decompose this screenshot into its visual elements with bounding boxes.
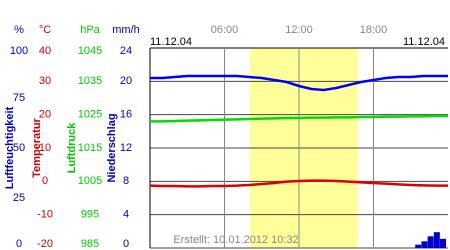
x-tick-label: 06:00 xyxy=(211,24,239,36)
precip-bar xyxy=(433,232,440,248)
axis-unit: % xyxy=(14,24,24,36)
axis-unit: mm/h xyxy=(112,24,140,36)
y-tick-label: 1035 xyxy=(78,75,102,87)
y-tick-label: 0 xyxy=(123,238,129,250)
y-tick-label: 4 xyxy=(123,209,129,221)
y-tick-label: 30 xyxy=(39,75,51,87)
axis-title: Luftdruck xyxy=(66,122,78,174)
data-line xyxy=(149,179,448,188)
y-tick-label: 16 xyxy=(120,109,132,121)
axis-unit: hPa xyxy=(80,24,100,36)
axis-title: Luftfeuchtigkeit xyxy=(4,106,16,189)
y-tick-label: 10 xyxy=(39,142,51,154)
precip-bar xyxy=(427,236,434,248)
y-tick-label: 1005 xyxy=(78,175,102,187)
y-tick-label: 1015 xyxy=(78,142,102,154)
y-tick-label: 12 xyxy=(120,142,132,154)
y-tick-label: 995 xyxy=(81,209,99,221)
date-left: 11.12.04 xyxy=(150,36,192,48)
precip-bar xyxy=(440,238,447,248)
axis-unit: °C xyxy=(39,24,51,36)
x-tick-label: 18:00 xyxy=(360,24,388,36)
date-right: 11.12.04 xyxy=(403,36,445,48)
y-tick-label: 75 xyxy=(13,92,25,104)
y-tick-label: 20 xyxy=(120,75,132,87)
y-tick-label: 24 xyxy=(120,45,132,57)
precip-bar xyxy=(421,241,428,248)
y-tick-label: -20 xyxy=(37,238,53,250)
created-note: Erstellt: 10.01.2012 10:32 xyxy=(173,234,298,246)
precip-bar xyxy=(415,244,422,248)
y-tick-label: 0 xyxy=(16,238,22,250)
x-tick-label: 12:00 xyxy=(285,24,313,36)
axis-title: Niederschlag xyxy=(106,113,118,182)
y-tick-label: 50 xyxy=(13,142,25,154)
data-line xyxy=(150,74,448,92)
y-tick-label: 8 xyxy=(123,175,129,187)
data-line xyxy=(150,114,448,123)
y-tick-label: 40 xyxy=(39,45,51,57)
y-tick-label: 1045 xyxy=(78,45,102,57)
axis-title: Temperatur xyxy=(31,117,43,177)
y-tick-label: 25 xyxy=(13,192,25,204)
y-tick-label: 100 xyxy=(10,45,28,57)
y-tick-label: 20 xyxy=(39,109,51,121)
y-tick-label: 1025 xyxy=(78,109,102,121)
y-tick-label: 0 xyxy=(42,175,48,187)
y-tick-label: 985 xyxy=(81,238,99,250)
y-tick-label: -10 xyxy=(37,209,53,221)
